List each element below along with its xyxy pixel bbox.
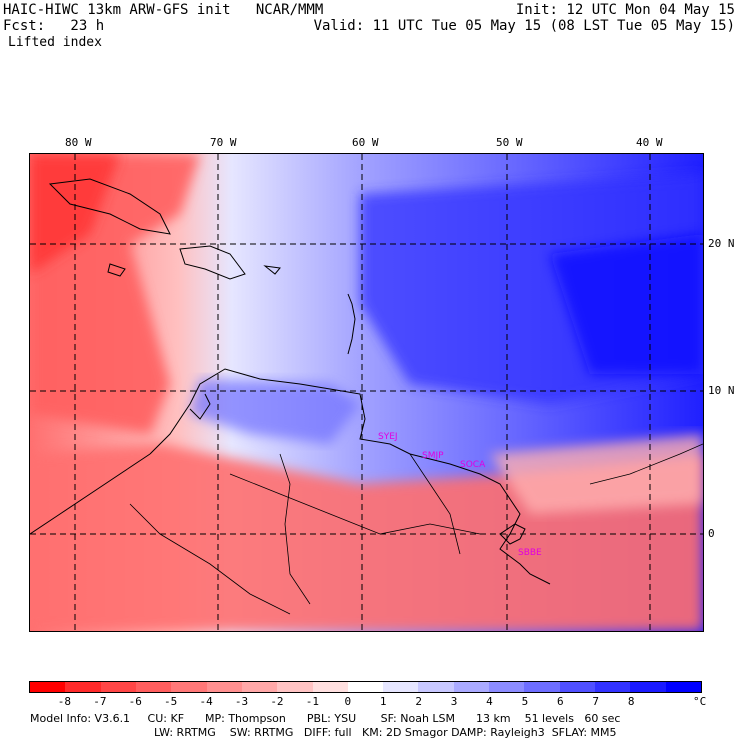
colorbar-swatch xyxy=(383,682,419,692)
colorbar-tick-label: 2 xyxy=(415,695,422,708)
colorbar-swatch xyxy=(347,682,384,692)
lat-label-0: 0 xyxy=(708,527,715,540)
colorbar-swatch xyxy=(489,682,525,692)
station-label-syej: SYEJ xyxy=(378,432,398,442)
forecast-hour: Fcst: 23 h xyxy=(3,18,105,34)
colorbar-swatch xyxy=(241,682,278,692)
colorbar-tick-label: -7 xyxy=(93,695,107,708)
colorbar-swatch xyxy=(524,682,560,692)
colorbar-tick-label: 4 xyxy=(486,695,493,708)
colorbar-swatch xyxy=(30,682,66,692)
colorbar-tick-label: 6 xyxy=(557,695,564,708)
station-label-smjp: SMJP xyxy=(422,451,444,461)
colorbar-swatch xyxy=(135,682,172,692)
field-name: Lifted index xyxy=(8,35,102,50)
colorbar-tick-label: 3 xyxy=(450,695,458,708)
lon-label-40w: 40 W xyxy=(636,136,663,149)
station-label-soca: SOCA xyxy=(460,460,486,470)
lat-label-20n: 20 N xyxy=(708,237,735,250)
lon-label-80w: 80 W xyxy=(65,136,92,149)
colorbar-tick-label: -4 xyxy=(199,695,213,708)
lifted-index-map xyxy=(29,153,704,632)
colorbar xyxy=(29,681,702,693)
station-label-sbbe: SBBE xyxy=(518,548,542,558)
colorbar-swatch xyxy=(665,682,701,692)
colorbar-swatch xyxy=(277,682,313,692)
colorbar-tick-label: 0 xyxy=(344,695,352,708)
colorbar-swatch xyxy=(206,682,242,692)
colorbar-swatch xyxy=(312,682,348,692)
colorbar-tick-label: -8 xyxy=(57,695,72,708)
colorbar-tick-label: -6 xyxy=(128,695,142,708)
colorbar-tick-label: -3 xyxy=(234,695,249,708)
colorbar-tick-label: -1 xyxy=(305,695,319,708)
colorbar-swatch xyxy=(630,682,666,692)
colorbar-tick-label: 1 xyxy=(379,695,387,708)
colorbar-swatch xyxy=(453,682,490,692)
colorbar-tick-label: 7 xyxy=(592,695,600,708)
colorbar-swatch xyxy=(100,682,136,692)
lon-label-70w: 70 W xyxy=(210,136,237,149)
lat-label-10n: 10 N xyxy=(708,384,735,397)
lon-label-60w: 60 W xyxy=(352,136,379,149)
colorbar-swatch xyxy=(418,682,454,692)
colorbar-tick-label: 8 xyxy=(627,695,635,708)
colorbar-swatch xyxy=(559,682,595,692)
map-canvas xyxy=(30,154,703,631)
valid-time: Valid: 11 UTC Tue 05 May 15 (08 LST Tue … xyxy=(313,18,735,34)
colorbar-tick-label: -5 xyxy=(164,695,178,708)
colorbar-swatch xyxy=(65,682,101,692)
colorbar-tick-label: 5 xyxy=(521,695,529,708)
stable-core-atlantic xyxy=(550,234,703,374)
colorbar-swatch xyxy=(171,682,207,692)
model-title: HAIC-HIWC 13km ARW-GFS init NCAR/MMM xyxy=(3,2,324,18)
model-info-line1: Model Info: V3.6.1 CU: KF MP: Thompson P… xyxy=(30,712,621,725)
colorbar-ticks: -8 -7 -6 -5 -4 -3 -2 -1 0 1 2 3 4 5 6 7 8 xyxy=(29,695,702,708)
model-info-line2: LW: RRTMG SW: RRTMG DIFF: full KM: 2D Sm… xyxy=(154,726,617,739)
colorbar-tick-label: -2 xyxy=(270,695,284,708)
colorbar-swatch xyxy=(595,682,631,692)
stable-region-venezuela xyxy=(190,379,360,444)
lon-label-50w: 50 W xyxy=(496,136,523,149)
init-time: Init: 12 UTC Mon 04 May 15 xyxy=(515,2,735,18)
lat-lon-grid xyxy=(30,154,703,631)
colorbar-unit: °C xyxy=(693,695,707,708)
